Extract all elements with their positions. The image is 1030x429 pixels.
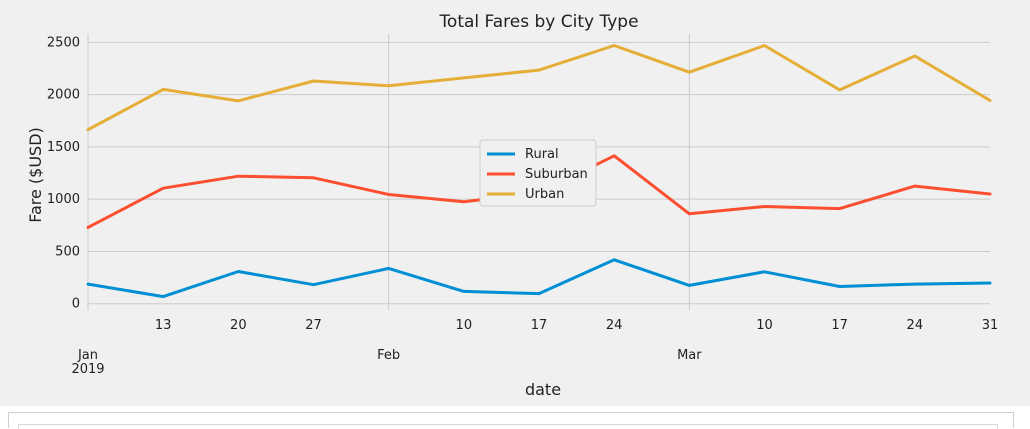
x-tick-label: 27 [305,318,322,333]
x-tick-label: 24 [606,318,623,333]
x-tick-label-year: 2019 [71,362,104,377]
x-tick-label: 17 [831,318,848,333]
y-tick-label: 0 [72,297,80,312]
x-axis-label: date [525,380,561,399]
y-tick-label: 2000 [47,88,80,103]
x-tick-label: 10 [456,318,473,333]
legend-box [479,139,597,207]
notebook-output-inner-frame [18,424,998,429]
legend-entries: Rural Suburban Urban [487,147,588,202]
y-tick-label: 2500 [47,35,80,50]
legend: Rural Suburban Urban [479,139,597,207]
y-axis-ticks: 0 500 1000 1500 2000 2500 [47,35,80,311]
legend-label-urban: Urban [525,187,564,202]
series-line-rural [86,258,992,299]
x-tick-label: 20 [230,318,247,333]
y-tick-label: 1000 [47,192,80,207]
y-tick-label: 1500 [47,140,80,155]
x-tick-label: 10 [756,318,773,333]
y-axis-label: Fare ($USD) [26,127,45,223]
x-tick-label: 17 [531,318,548,333]
series-line-urban [86,44,992,132]
x-tick-label: Feb [377,348,400,363]
y-tick-label: 500 [55,244,80,259]
x-tick-label: 13 [155,318,172,333]
x-tick-label: 24 [907,318,924,333]
x-tick-label: Jan [77,348,98,363]
legend-label-rural: Rural [525,147,559,162]
legend-label-suburban: Suburban [525,167,588,182]
x-tick-label: 31 [982,318,999,333]
chart-title: Total Fares by City Type [438,12,638,32]
x-tick-label: Mar [677,348,702,363]
